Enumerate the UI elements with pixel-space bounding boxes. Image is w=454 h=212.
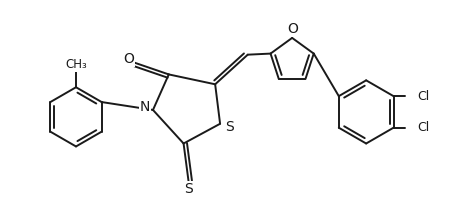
Text: Cl: Cl <box>417 90 429 103</box>
Text: CH₃: CH₃ <box>65 58 87 71</box>
Text: Cl: Cl <box>417 121 429 134</box>
Text: N: N <box>140 100 150 114</box>
Text: S: S <box>226 120 234 134</box>
Text: O: O <box>123 52 134 66</box>
Text: O: O <box>288 22 299 36</box>
Text: S: S <box>184 182 193 196</box>
